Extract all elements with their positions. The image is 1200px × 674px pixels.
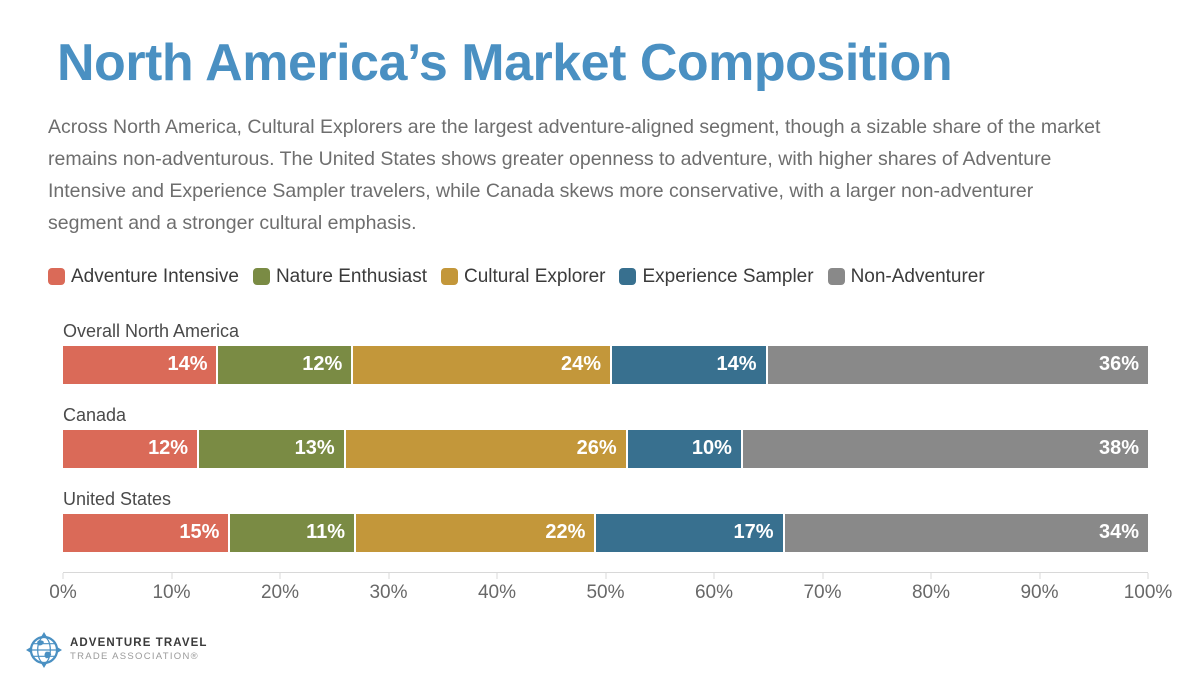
legend-item: Nature Enthusiast — [252, 265, 427, 288]
x-axis: 0% 10% 20% 30% 40% 50% 60% 70% 80% 90% 100% — [49, 571, 1172, 608]
axis-tick-label: 50% — [586, 581, 625, 603]
axis-tick-mark — [1039, 572, 1040, 579]
chart-row: Overall North America 14% 12% 24% 14% 36% — [63, 320, 1149, 384]
segment-value-label: 22% — [545, 521, 586, 544]
segment-value-label: 12% — [148, 437, 189, 460]
legend-swatch-icon — [619, 268, 637, 286]
bar-segment: 34% — [784, 513, 1148, 552]
bar-segment: 24% — [353, 345, 611, 384]
legend-label: Nature Enthusiast — [275, 265, 427, 287]
axis-tick-label: 80% — [911, 581, 951, 603]
segment-value-label: 26% — [576, 437, 617, 460]
axis-tick-label: 70% — [803, 581, 842, 603]
bar-segment: 12% — [63, 429, 198, 468]
chart-rows: Overall North America 14% 12% 24% 14% 36% Cana… — [63, 320, 1149, 552]
segment-value-label: 13% — [294, 437, 335, 460]
logo-line1: ADVENTURE TRAVEL — [70, 637, 208, 650]
bar-segment: 11% — [230, 513, 355, 552]
logo-text: ADVENTURE TRAVEL TRADE ASSOCIATION® — [70, 636, 208, 663]
legend: Adventure Intensive Nature Enthusiast Cult… — [48, 266, 1148, 288]
bar-segment: 17% — [596, 513, 783, 552]
segment-value-label: 12% — [302, 353, 343, 376]
description-text: Across North America, Cultural Explorers… — [48, 115, 1101, 234]
axis-tick-mark — [713, 572, 715, 579]
axis-tick-mark — [62, 572, 64, 579]
globe-compass-icon — [26, 632, 62, 668]
segment-value-label: 11% — [306, 521, 346, 544]
bar-segment: 10% — [627, 429, 741, 468]
page-title: North America’s Market Composition — [57, 34, 953, 92]
legend-label: Experience Sampler — [642, 265, 814, 287]
axis-tick-label: 20% — [260, 581, 300, 603]
stacked-bar: 14% 12% 24% 14% 36% — [63, 345, 1149, 384]
axis-tick-label: 60% — [694, 581, 734, 603]
category-label: United States — [63, 488, 172, 509]
axis-tick-mark — [496, 572, 498, 579]
bar-segment: 14% — [612, 345, 766, 384]
segment-value-label: 14% — [716, 353, 757, 376]
legend-item: Experience Sampler — [619, 265, 814, 288]
axis-tick-mark — [279, 572, 281, 579]
axis-tick-mark — [171, 572, 172, 579]
logo: ADVENTURE TRAVEL TRADE ASSOCIATION® — [26, 632, 208, 668]
legend-item: Non-Adventurer — [827, 265, 985, 288]
legend-swatch-icon — [252, 268, 270, 286]
segment-value-label: 24% — [560, 353, 602, 376]
chart-row: United States 15% 11% 22% 17% 34% — [63, 488, 1148, 552]
axis-tick-label: 100% — [1123, 581, 1173, 603]
axis-tick-mark — [605, 572, 606, 579]
axis-tick-mark — [930, 572, 932, 579]
stacked-bar: 15% 11% 22% 17% 34% — [63, 513, 1148, 552]
axis-tick-label: 40% — [477, 581, 517, 603]
legend-swatch-icon — [827, 268, 845, 286]
segment-value-label: 38% — [1098, 437, 1140, 460]
segment-value-label: 36% — [1098, 353, 1140, 376]
segment-value-label: 10% — [691, 437, 732, 460]
legend-label: Cultural Explorer — [463, 265, 606, 287]
bar-segment: 14% — [63, 345, 217, 384]
legend-item: Adventure Intensive — [48, 266, 239, 288]
axis-tick-mark — [822, 572, 823, 579]
bar-segment: 38% — [742, 429, 1149, 468]
legend-item: Cultural Explorer — [440, 265, 606, 288]
bar-segment: 36% — [767, 345, 1149, 384]
bar-segment: 26% — [345, 429, 626, 468]
axis-tick-label: 30% — [369, 581, 408, 603]
bar-segment: 13% — [199, 429, 344, 468]
segment-value-label: 34% — [1098, 521, 1139, 544]
bar-segment: 12% — [218, 345, 352, 384]
legend-label: Non-Adventurer — [850, 265, 985, 287]
logo-line2: TRADE ASSOCIATION® — [70, 651, 199, 663]
axis-tick-label: 10% — [152, 581, 191, 603]
segment-value-label: 17% — [733, 521, 774, 544]
axis-tick-label: 0% — [49, 581, 77, 603]
legend-swatch-icon — [440, 268, 458, 286]
segment-value-label: 15% — [179, 521, 220, 544]
axis-tick-mark — [388, 572, 389, 579]
segment-value-label: 14% — [167, 353, 208, 376]
legend-label: Adventure Intensive — [71, 265, 239, 287]
category-label: Overall North America — [63, 320, 240, 341]
bar-segment: 15% — [63, 513, 229, 552]
axis-tick-label: 90% — [1020, 581, 1059, 603]
chart-row: Canada 12% 13% 26% 10% 38% — [63, 404, 1149, 468]
axis-tick-mark — [1147, 572, 1149, 579]
legend-swatch-icon — [48, 268, 65, 286]
category-label: Canada — [63, 404, 127, 425]
stacked-bar: 12% 13% 26% 10% 38% — [63, 429, 1149, 468]
bar-segment: 22% — [356, 513, 595, 552]
